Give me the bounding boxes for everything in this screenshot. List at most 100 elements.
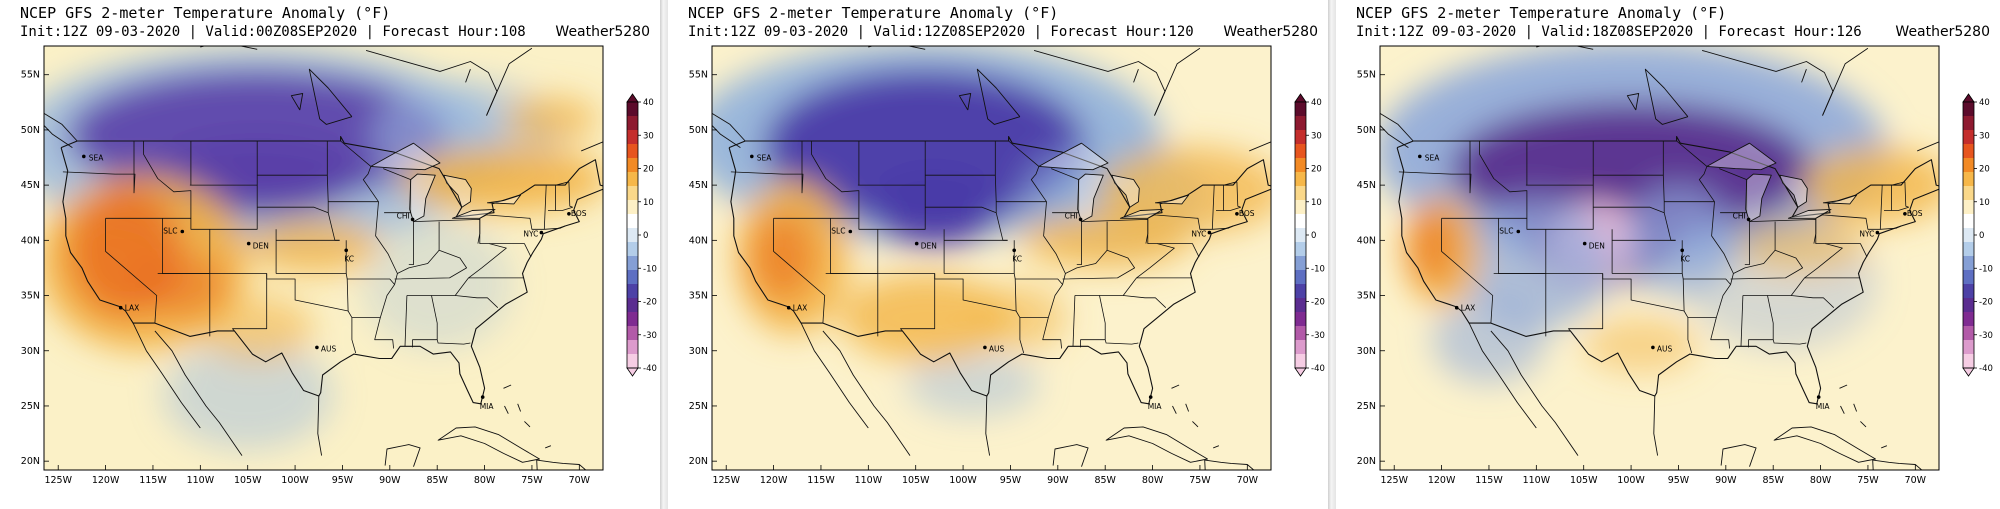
city-markers: SEA SLC DEN KC CHI NYC BOS LAX AUS MIA [1418, 153, 1923, 411]
state-border [1593, 206, 1665, 214]
plot-frame [1379, 45, 1940, 471]
lon-tick-label: 115W [139, 475, 167, 486]
canada-coastline [44, 113, 78, 142]
colorbar-swatch [627, 200, 638, 215]
lat-tick-label: 40N [689, 235, 708, 246]
state-border [1019, 317, 1062, 349]
canada-coastline [44, 125, 73, 148]
city-dot [786, 305, 791, 310]
lat-tick-label: 25N [1357, 401, 1376, 412]
bahamas-outline [1881, 445, 1888, 449]
state-border [1891, 181, 1905, 211]
lon-tick-label: 90W [1715, 475, 1737, 486]
lon-tick-label: 105W [902, 475, 930, 486]
city-dot [82, 154, 86, 159]
colorbar-swatch [1295, 242, 1306, 257]
city-label: LAX [793, 304, 808, 313]
lon-tick-label: 125W [1380, 475, 1408, 486]
anomaly-region-warm [247, 218, 381, 274]
state-border [1236, 181, 1241, 208]
state-border [1602, 273, 1685, 312]
colorbar: 40 30 20 10 0 -10 -20 -30 -40 [1294, 93, 1325, 377]
state-border [105, 184, 258, 230]
lat-tick-label: 25N [689, 401, 708, 412]
lon-tick-label: 90W [379, 475, 401, 486]
state-border [555, 181, 569, 211]
bahamas-outline [1839, 384, 1848, 389]
canada-coastline [1133, 69, 1139, 83]
lat-tick-label: 55N [689, 70, 708, 81]
colorbar-swatch [1963, 340, 1974, 355]
state-border [1223, 181, 1237, 211]
colorbar-swatch [1295, 102, 1306, 117]
colorbar-swatch [1963, 270, 1974, 285]
colorbar-swatch [1963, 242, 1974, 257]
state-border [468, 218, 507, 279]
anomaly-map: SEA SLC DEN KC CHI NYC BOS LAX AUS MIA 55N 50N 45N 40… [689, 45, 1325, 486]
cuba-outline [1773, 426, 1876, 463]
anomaly-region-cool [1432, 295, 1546, 384]
canada-coastline [581, 141, 603, 152]
city-label: CHI [1065, 211, 1078, 220]
state-border [1676, 140, 1734, 285]
city-dot [1680, 248, 1684, 253]
state-border [1880, 225, 1902, 230]
great-lake [451, 208, 496, 219]
colorbar-tick-label: -20 [643, 298, 657, 308]
state-border [1545, 273, 1604, 332]
state-border [1687, 317, 1730, 349]
colorbar-swatch [1295, 172, 1306, 187]
lat-tick-label: 20N [1357, 456, 1376, 467]
city-label: SEA [1425, 153, 1440, 162]
colorbar-swatch [627, 284, 638, 299]
forecast-panel-3: NCEP GFS 2-meter Temperature Anomaly (°F… [1336, 0, 2000, 509]
lon-tick-label: 75W [1857, 475, 1879, 486]
canada-coastline [868, 46, 926, 50]
colorbar-swatch [1963, 130, 1974, 145]
anomaly-region-warm [839, 273, 1011, 362]
canada-coastline [712, 113, 746, 142]
bahamas-outline [545, 445, 552, 449]
state-border [1212, 225, 1234, 230]
state-border [877, 273, 936, 332]
colorbar-max-arrow [1962, 93, 1975, 103]
great-lake [1779, 174, 1808, 208]
colorbar-swatch [1295, 298, 1306, 313]
colorbar-swatch [627, 228, 638, 243]
colorbar-swatch [627, 172, 638, 187]
city-dot [1651, 345, 1655, 350]
lon-tick-label: 100W [281, 475, 309, 486]
colorbar-swatch [627, 270, 638, 285]
city-dot [1816, 395, 1821, 399]
state-border [257, 206, 329, 214]
lat-tick-label: 50N [689, 125, 708, 136]
city-dot [1418, 154, 1422, 159]
colorbar-swatch [1963, 298, 1974, 313]
mexico-coastline [154, 330, 243, 456]
city-dot [1746, 217, 1751, 222]
state-border [925, 206, 997, 214]
state-border [62, 171, 134, 175]
cuba-outline [437, 426, 540, 463]
lon-tick-label: 105W [234, 475, 262, 486]
state-border [133, 141, 136, 194]
colorbar-swatch [1295, 312, 1306, 327]
state-border [1123, 295, 1167, 308]
state-border [730, 171, 802, 175]
colorbar-swatch [1295, 144, 1306, 159]
city-dot [118, 305, 123, 310]
colorbar-swatch [1963, 158, 1974, 173]
state-border [773, 218, 826, 324]
colorbar-swatch [1295, 326, 1306, 341]
city-label: DEN [1589, 242, 1605, 251]
state-border [1015, 278, 1064, 318]
brand-label: Weather5280 [1895, 24, 1990, 40]
city-markers: SEA SLC DEN KC CHI NYC BOS LAX AUS MIA [750, 153, 1255, 411]
colorbar-swatch [1295, 284, 1306, 299]
colorbar-swatch [1963, 186, 1974, 201]
mexico-coastline [1720, 444, 1757, 467]
lat-tick-label: 55N [1357, 70, 1376, 81]
lon-tick-label: 95W [332, 475, 354, 486]
state-border [1157, 243, 1200, 258]
canada-coastline [1249, 141, 1271, 152]
